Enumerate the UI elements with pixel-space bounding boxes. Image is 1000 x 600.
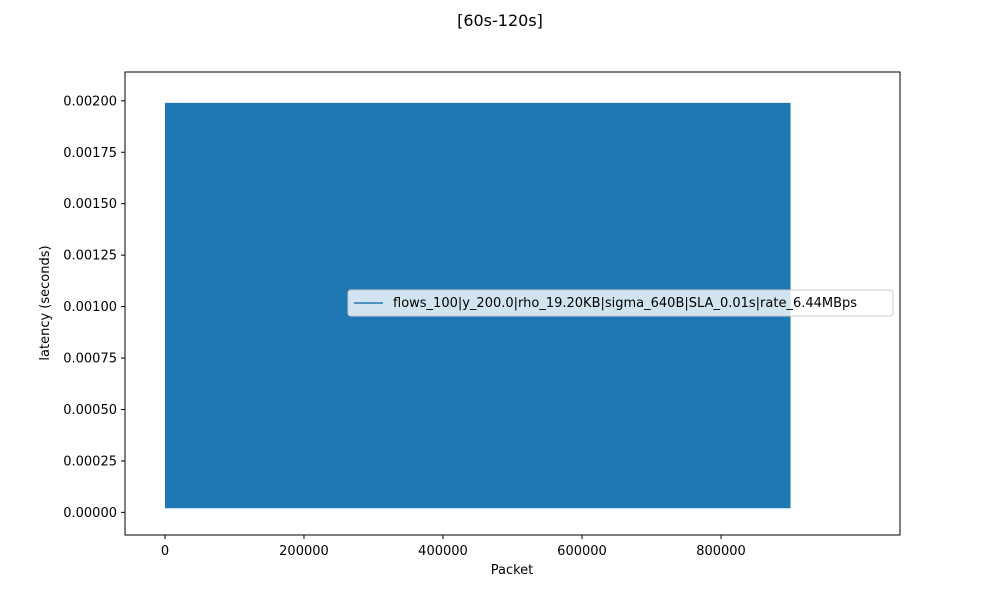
chart-title: [60s-120s]	[457, 11, 543, 30]
y-axis-label: latency (seconds)	[38, 245, 53, 360]
y-tick-label: 0.00000	[63, 506, 117, 521]
y-tick-label: 0.00100	[63, 300, 117, 315]
legend-box	[347, 289, 894, 317]
y-tick-label: 0.00050	[63, 403, 117, 418]
x-tick-label: 400000	[418, 544, 468, 559]
y-axis: 0.00000 0.00025 0.00050 0.00075 0.00100 0.001…	[63, 94, 125, 521]
y-tick-label: 0.00150	[63, 197, 117, 212]
x-axis: 0 200000 400000 600000 800000	[161, 535, 746, 559]
x-tick-label: 0	[161, 544, 169, 559]
x-tick-label: 800000	[696, 544, 746, 559]
y-tick-label: 0.00075	[63, 352, 117, 367]
x-tick-label: 600000	[557, 544, 607, 559]
y-tick-label: 0.00125	[63, 249, 117, 264]
y-tick-label: 0.00025	[63, 454, 117, 469]
y-tick-label: 0.00200	[63, 94, 117, 109]
x-tick-label: 200000	[279, 544, 329, 559]
legend-label: flows_100|y_200.0|rho_19.20KB|sigma_640B…	[393, 296, 857, 311]
y-tick-label: 0.00175	[63, 146, 117, 161]
legend: flows_100|y_200.0|rho_19.20KB|sigma_640B…	[347, 289, 894, 317]
x-axis-label: Packet	[491, 563, 534, 578]
